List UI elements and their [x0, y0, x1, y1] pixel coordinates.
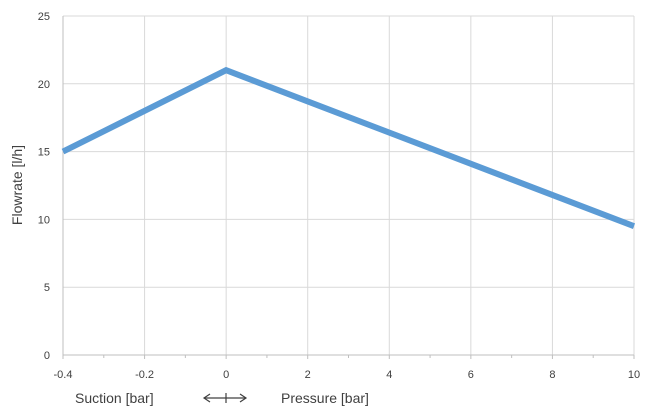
- y-axis-title: Flowrate [l/h]: [9, 145, 25, 225]
- x-tick-label: 2: [305, 369, 311, 381]
- x-tick-label: 6: [468, 369, 474, 381]
- grid: [63, 16, 634, 355]
- y-tick-label: 10: [38, 214, 50, 226]
- y-tick-label: 15: [38, 147, 50, 159]
- y-tick-label: 0: [44, 350, 50, 362]
- series-group: [63, 70, 634, 226]
- x-tick-label: 0: [223, 369, 229, 381]
- y-tick-label: 25: [38, 11, 50, 23]
- y-tick-label: 20: [38, 79, 50, 91]
- flowrate-series-line: [63, 70, 634, 226]
- x-tick-label: 4: [386, 369, 392, 381]
- double-arrow-icon: [204, 393, 246, 403]
- x-tick-label: -0.2: [135, 369, 154, 381]
- x-tick-label: 10: [628, 369, 640, 381]
- x-tick-label: 8: [549, 369, 555, 381]
- axes: [63, 16, 634, 359]
- x-tick-label: -0.4: [54, 369, 73, 381]
- y-tick-label: 5: [44, 282, 50, 294]
- pressure-label: Pressure [bar]: [281, 390, 369, 406]
- suction-label: Suction [bar]: [75, 390, 154, 406]
